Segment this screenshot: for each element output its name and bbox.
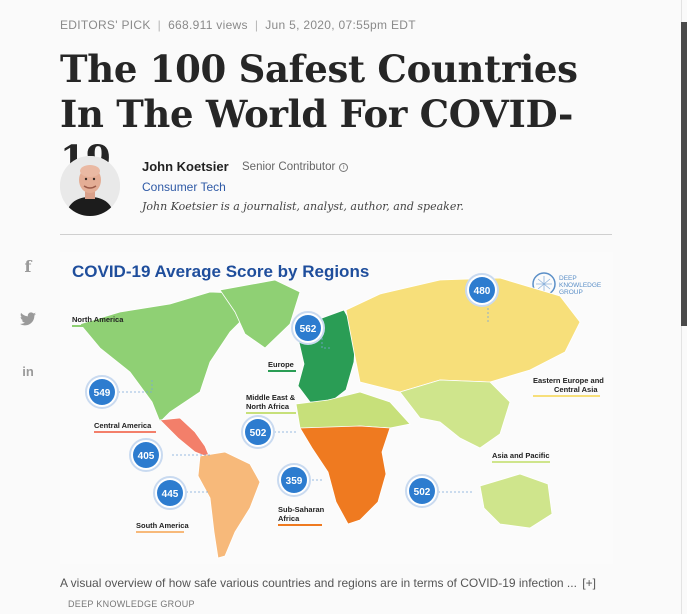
label-mena-2: North Africa [246, 402, 290, 411]
label-eastern-europe-2: Central Asia [554, 385, 598, 394]
region-north-america [79, 291, 261, 423]
label-mena-1: Middle East & [246, 393, 296, 402]
header-divider [60, 234, 612, 235]
svg-text:359: 359 [286, 476, 303, 487]
caption-expand-button[interactable]: [+] [582, 576, 596, 590]
twitter-icon[interactable] [19, 310, 37, 328]
score-badge-mena: 502 [241, 415, 275, 449]
scrollbar-thumb[interactable] [681, 22, 687, 326]
score-badge-south-america: 445 [153, 476, 187, 510]
logo-text-group: GROUP [559, 289, 583, 296]
linkedin-icon[interactable]: in [22, 363, 34, 379]
score-badge-eastern-europe: 480 [465, 273, 499, 307]
figure-caption: A visual overview of how safe various co… [60, 573, 620, 614]
region-eastern-europe [345, 277, 581, 393]
editors-pick-label: EDITORS' PICK [60, 18, 151, 32]
label-central-america: Central America [94, 421, 152, 430]
region-asia-pacific [399, 379, 511, 449]
author-name[interactable]: John Koetsier [142, 159, 229, 174]
score-badge-sub-saharan: 359 [277, 463, 311, 497]
region-south-america [197, 451, 261, 559]
info-icon[interactable]: i [339, 162, 349, 172]
world-map: COVID-19 Average Score by Regions DEEP K… [60, 252, 613, 564]
score-badge-europe: 562 [291, 311, 325, 345]
view-count: 668.911 views [168, 18, 248, 32]
label-europe: Europe [268, 360, 294, 369]
logo-text-knowledge: KNOWLEDGE [559, 282, 602, 289]
region-map-figure[interactable]: COVID-19 Average Score by Regions DEEP K… [60, 252, 613, 564]
region-central-america [159, 417, 211, 459]
svg-text:502: 502 [414, 487, 431, 498]
author-channel-link[interactable]: Consumer Tech [142, 180, 226, 194]
logo-text-deep: DEEP [559, 275, 577, 282]
label-north-america: North America [72, 315, 124, 324]
author-bio: John Koetsier is a journalist, analyst, … [142, 200, 464, 213]
author-role: Senior Contributor i [242, 161, 349, 173]
caption-text: A visual overview of how safe various co… [60, 576, 577, 590]
label-south-america: South America [136, 521, 189, 530]
region-sub-saharan [299, 425, 391, 525]
svg-text:445: 445 [162, 489, 179, 500]
caption-credit: DEEP KNOWLEDGE GROUP [68, 599, 195, 609]
article-meta: EDITORS' PICK | 668.911 views | Jun 5, 2020,… [60, 18, 416, 32]
region-greenland [219, 279, 301, 349]
score-badge-asia-pacific: 502 [405, 474, 439, 508]
label-sub-saharan-2: Africa [278, 514, 300, 523]
author-role-label: Senior Contributor [242, 161, 336, 173]
author-avatar[interactable] [60, 156, 120, 216]
score-badge-north-america: 549 [85, 375, 119, 409]
article-title: The 100 Safest Countries In The World Fo… [60, 47, 578, 181]
svg-text:405: 405 [138, 451, 155, 462]
publish-date: Jun 5, 2020, 07:55pm EDT [265, 18, 416, 32]
region-australia [479, 473, 553, 529]
label-asia-pacific: Asia and Pacific [492, 451, 550, 460]
svg-text:562: 562 [300, 324, 317, 335]
facebook-icon[interactable]: f [24, 256, 32, 276]
svg-text:480: 480 [474, 286, 491, 297]
label-eastern-europe-1: Eastern Europe and [533, 376, 604, 385]
label-sub-saharan-1: Sub-Saharan [278, 505, 325, 514]
map-title: COVID-19 Average Score by Regions [72, 262, 369, 281]
svg-text:502: 502 [250, 428, 267, 439]
svg-text:549: 549 [94, 388, 111, 399]
score-badge-central-america: 405 [129, 438, 163, 472]
